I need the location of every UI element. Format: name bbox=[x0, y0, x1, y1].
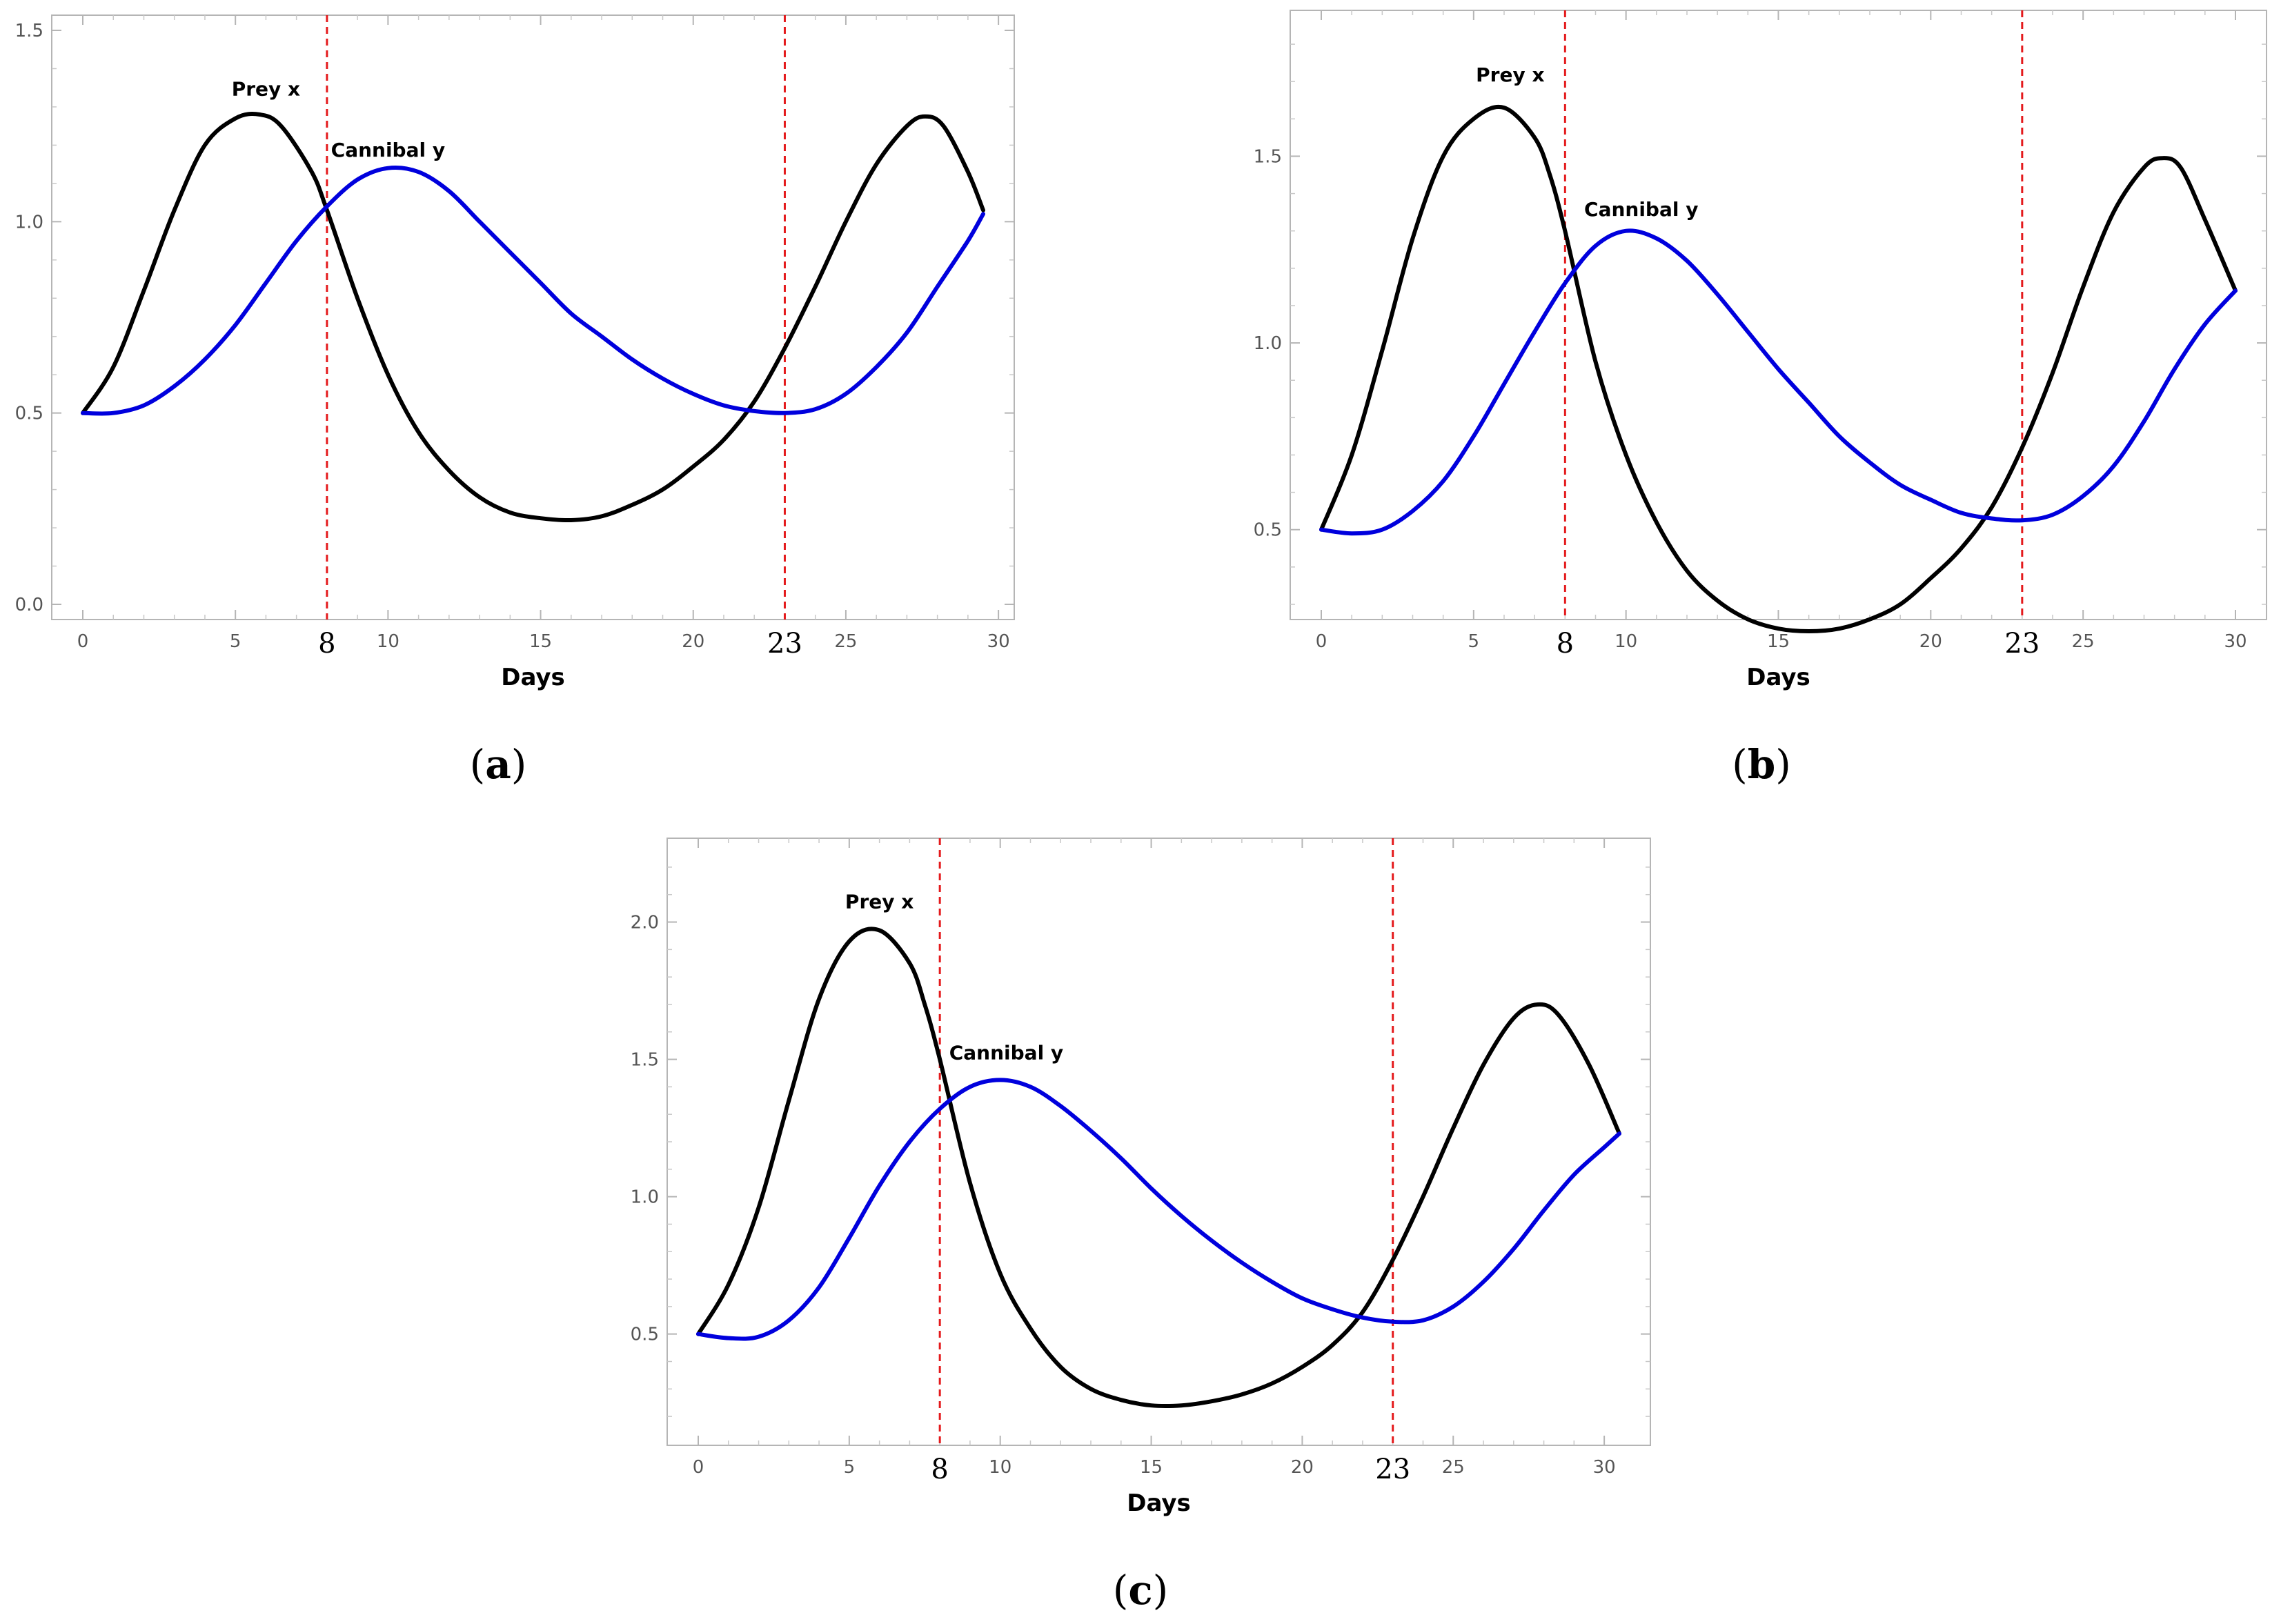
x-tick-label: 20 bbox=[1919, 631, 1942, 652]
y-tick-label: 1.5 bbox=[631, 1050, 659, 1071]
panel-caption-letter: b bbox=[1748, 741, 1776, 788]
y-tick-label: 1.5 bbox=[1254, 146, 1282, 167]
x-tick-label: 5 bbox=[230, 631, 241, 652]
x-tick-label: 5 bbox=[844, 1457, 856, 1478]
series-label-cannibal-y: Cannibal y bbox=[1584, 198, 1698, 221]
marker-label-23: 23 bbox=[767, 628, 802, 660]
x-tick-label: 5 bbox=[1468, 631, 1480, 652]
panel-c: 0 5 10 15 20 25 30 0.5 1.0 1.5 2.0 8 23 Prey x Canniba… bbox=[631, 838, 1651, 1614]
x-tick-label: 30 bbox=[1593, 1457, 1616, 1478]
plot-frame bbox=[666, 838, 1651, 1446]
panel-caption: (a) bbox=[470, 741, 527, 788]
x-tick-label: 0 bbox=[1316, 631, 1327, 652]
x-tick-label: 15 bbox=[1767, 631, 1790, 652]
x-tick-label: 10 bbox=[377, 631, 399, 652]
x-tick-label: 30 bbox=[987, 631, 1010, 652]
x-axis-title: Days bbox=[1127, 1489, 1191, 1517]
series-label-cannibal-y: Cannibal y bbox=[331, 139, 445, 161]
panel-caption: (c) bbox=[1113, 1567, 1169, 1614]
series-line-prey-x bbox=[81, 112, 985, 523]
series-label-cannibal-y: Cannibal y bbox=[949, 1042, 1063, 1064]
series-line-cannibal-y bbox=[696, 1078, 1621, 1341]
series-label-prey-x: Prey x bbox=[1476, 63, 1544, 86]
y-tick-label: 0.5 bbox=[15, 404, 43, 424]
marker-label-23: 23 bbox=[2004, 628, 2040, 660]
y-tick-label: 0.5 bbox=[1254, 520, 1282, 541]
marker-label-8: 8 bbox=[1557, 628, 1574, 660]
y-tick-label: 1.0 bbox=[631, 1187, 659, 1208]
panel-b: 0 5 10 15 20 25 30 0.5 1.0 1.5 8 23 Prey x Cannibal y… bbox=[1254, 10, 2267, 788]
series-line-prey-x bbox=[1319, 105, 2238, 633]
x-tick-label: 25 bbox=[834, 631, 857, 652]
x-tick-label: 30 bbox=[2224, 631, 2247, 652]
y-tick-label: 0.0 bbox=[15, 595, 43, 615]
series-line-cannibal-y bbox=[1319, 228, 2238, 536]
y-tick-label: 1.5 bbox=[15, 21, 43, 41]
y-tick-label: 0.5 bbox=[631, 1325, 659, 1345]
panel-caption-letter: c bbox=[1128, 1567, 1152, 1614]
x-tick-label: 15 bbox=[529, 631, 552, 652]
x-tick-label: 15 bbox=[1140, 1457, 1163, 1478]
marker-label-8: 8 bbox=[318, 628, 335, 660]
x-tick-label: 25 bbox=[1442, 1457, 1465, 1478]
series-line-prey-x bbox=[696, 927, 1621, 1409]
plot-frame bbox=[51, 14, 1015, 620]
x-tick-label: 20 bbox=[682, 631, 704, 652]
series-label-prey-x: Prey x bbox=[845, 891, 914, 913]
panel-a: 0 5 10 15 20 25 30 0.0 0.5 1.0 1.5 8 23 Prey x Canniba… bbox=[15, 14, 1015, 788]
x-tick-label: 20 bbox=[1291, 1457, 1314, 1478]
plot-frame bbox=[1290, 10, 2267, 620]
x-axis-title: Days bbox=[1746, 664, 1810, 691]
y-tick-label: 1.0 bbox=[1254, 333, 1282, 354]
x-axis-title: Days bbox=[501, 664, 565, 691]
series-line-cannibal-y bbox=[81, 165, 985, 416]
x-tick-label: 10 bbox=[989, 1457, 1011, 1478]
x-tick-label: 0 bbox=[693, 1457, 704, 1478]
x-tick-label: 0 bbox=[77, 631, 89, 652]
x-tick-label: 25 bbox=[2072, 631, 2095, 652]
marker-label-8: 8 bbox=[931, 1454, 948, 1485]
series-label-prey-x: Prey x bbox=[232, 77, 300, 100]
y-tick-label: 1.0 bbox=[15, 212, 43, 232]
x-tick-label: 10 bbox=[1615, 631, 1637, 652]
marker-label-23: 23 bbox=[1375, 1454, 1410, 1485]
y-tick-label: 2.0 bbox=[631, 913, 659, 933]
panel-caption-letter: a bbox=[485, 741, 511, 788]
panel-caption: (b) bbox=[1732, 741, 1791, 788]
